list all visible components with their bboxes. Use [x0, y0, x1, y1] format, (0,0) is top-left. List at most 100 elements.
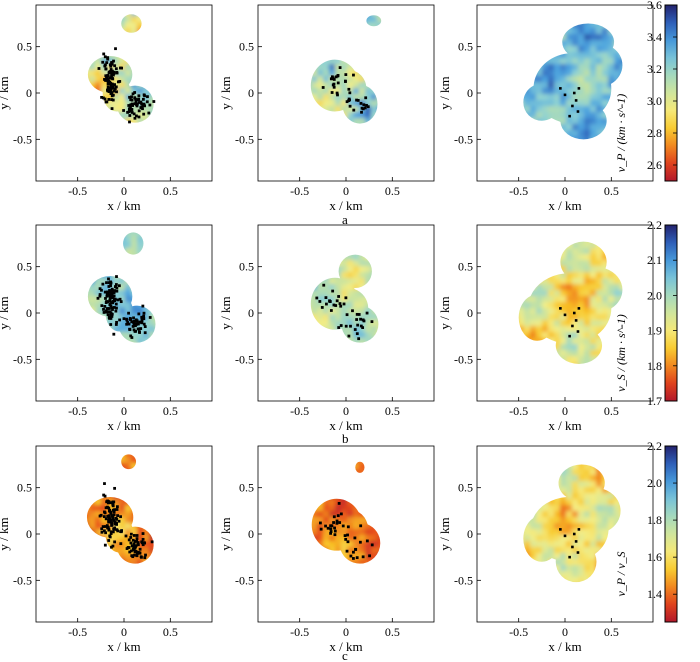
- heat-cell: [335, 76, 343, 84]
- heat-cell: [263, 22, 271, 30]
- heat-cell: [83, 374, 91, 382]
- event-dot: [120, 66, 124, 70]
- heat-cell: [329, 154, 337, 162]
- heat-cell: [494, 28, 502, 36]
- heat-cell: [542, 160, 550, 168]
- heat-cell: [602, 100, 610, 108]
- heat-cell: [281, 314, 289, 322]
- heat-cell: [143, 130, 151, 138]
- heat-cell: [185, 326, 193, 334]
- heat-cell: [347, 76, 355, 84]
- heat-cell: [143, 344, 151, 352]
- heat-cell: [281, 374, 289, 382]
- heat-cell: [602, 23, 610, 24]
- heat-cell: [311, 290, 319, 298]
- heat-cell: [197, 178, 205, 186]
- heat-cell: [566, 52, 574, 60]
- heat-cell: [407, 28, 415, 36]
- heat-cell: [335, 166, 343, 174]
- heat-cell: [47, 338, 55, 346]
- heat-cell: [377, 136, 385, 144]
- heat-cell: [626, 64, 634, 72]
- heat-cell: [95, 362, 103, 370]
- heat-cell: [203, 100, 211, 108]
- heat-cell: [89, 130, 97, 138]
- heat-cell: [263, 350, 271, 358]
- heat-cell: [299, 320, 307, 328]
- heat-cell: [578, 118, 586, 126]
- heat-cell: [47, 82, 55, 90]
- heat-cell: [161, 154, 169, 162]
- heat-cell: [371, 52, 379, 60]
- heat-cell: [383, 320, 391, 328]
- event-dot: [142, 112, 146, 116]
- heat-cell: [389, 166, 397, 174]
- heat-cell: [137, 236, 145, 244]
- heat-cell: [179, 52, 187, 60]
- heat-cell: [395, 296, 403, 304]
- event-dot: [370, 320, 374, 324]
- heat-cell: [311, 296, 319, 304]
- heat-cell: [431, 172, 439, 180]
- heat-cell: [161, 272, 169, 280]
- event-dot: [106, 82, 110, 86]
- heat-cell: [329, 362, 337, 370]
- heat-cell: [596, 136, 604, 140]
- heat-cell: [317, 308, 325, 316]
- heat-cell: [650, 172, 658, 180]
- heat-cell: [125, 34, 133, 42]
- heat-cell: [311, 106, 319, 114]
- heat-cell: [293, 248, 301, 256]
- event-dot: [100, 288, 103, 292]
- heat-cell: [572, 88, 580, 96]
- heat-cell: [395, 28, 403, 36]
- heat-cell: [311, 332, 319, 340]
- heat-cell: [542, 178, 550, 186]
- heat-cell: [359, 236, 367, 244]
- event-dot: [102, 96, 105, 100]
- heat-cell: [353, 326, 361, 334]
- heat-cell: [203, 34, 211, 42]
- heat-cell: [395, 368, 403, 376]
- heat-cell: [71, 302, 79, 310]
- heat-cell: [137, 254, 145, 262]
- heat-cell: [488, 52, 496, 60]
- heat-cell: [341, 290, 349, 298]
- heat-cell: [173, 88, 181, 96]
- event-dot: [106, 310, 110, 314]
- event-dot: [325, 302, 328, 306]
- heat-cell: [65, 296, 73, 304]
- heat-cell: [431, 272, 439, 280]
- heat-cell: [353, 28, 361, 36]
- heat-cell: [365, 136, 373, 144]
- heat-cell: [512, 148, 520, 156]
- heat-cell: [620, 40, 623, 48]
- heat-cell: [119, 332, 127, 340]
- event-dot: [134, 103, 138, 106]
- heat-cell: [413, 34, 421, 42]
- heat-cell: [341, 350, 349, 358]
- heat-cell: [299, 16, 307, 24]
- heat-cell: [425, 70, 433, 78]
- heat-cell: [353, 344, 361, 352]
- heat-cell: [383, 266, 391, 274]
- heat-cell: [365, 46, 373, 54]
- heat-cell: [620, 34, 623, 42]
- heat-cell: [347, 82, 355, 90]
- heat-cell: [287, 308, 295, 316]
- heat-cell: [542, 94, 550, 102]
- event-dot: [356, 323, 360, 327]
- heat-cell: [263, 284, 271, 292]
- heat-cell: [299, 22, 307, 30]
- heat-cell: [401, 178, 409, 186]
- heat-cell: [401, 356, 409, 364]
- heat-cell: [341, 368, 349, 376]
- event-dot: [100, 304, 104, 308]
- heat-cell: [155, 278, 156, 286]
- heat-cell: [500, 172, 508, 180]
- heat-cell: [632, 154, 640, 162]
- event-dot: [137, 312, 141, 316]
- heat-cell: [425, 350, 433, 358]
- heat-cell: [65, 172, 73, 180]
- heat-cell: [299, 154, 307, 162]
